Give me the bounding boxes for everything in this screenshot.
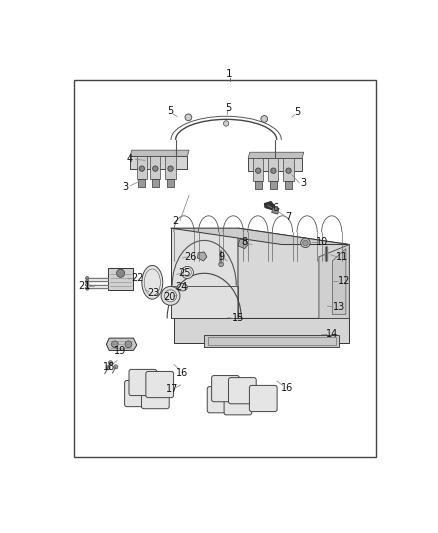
Text: 13: 13 xyxy=(333,302,345,312)
Polygon shape xyxy=(170,228,238,318)
Polygon shape xyxy=(152,179,159,187)
FancyBboxPatch shape xyxy=(141,383,169,409)
Circle shape xyxy=(255,168,261,173)
Bar xyxy=(74,79,376,457)
Text: 2: 2 xyxy=(173,216,179,226)
Text: 5: 5 xyxy=(225,103,231,113)
Circle shape xyxy=(168,166,173,171)
FancyBboxPatch shape xyxy=(229,377,256,404)
Polygon shape xyxy=(264,201,274,209)
Circle shape xyxy=(85,277,89,280)
Circle shape xyxy=(112,341,118,348)
Text: 4: 4 xyxy=(127,154,133,164)
Circle shape xyxy=(286,168,291,173)
Text: 10: 10 xyxy=(316,238,328,247)
Text: 3: 3 xyxy=(122,182,128,192)
Polygon shape xyxy=(253,158,263,181)
Circle shape xyxy=(85,280,89,283)
Circle shape xyxy=(181,266,194,279)
Text: 3: 3 xyxy=(300,178,307,188)
Polygon shape xyxy=(138,179,145,187)
Polygon shape xyxy=(238,240,248,248)
Polygon shape xyxy=(106,338,137,350)
Polygon shape xyxy=(174,318,349,343)
Text: 26: 26 xyxy=(184,252,197,262)
Circle shape xyxy=(125,341,132,348)
Circle shape xyxy=(85,287,89,290)
Polygon shape xyxy=(204,335,339,347)
Text: 18: 18 xyxy=(103,362,115,372)
Text: 17: 17 xyxy=(166,384,178,394)
Polygon shape xyxy=(285,181,292,189)
Text: 24: 24 xyxy=(175,282,187,292)
FancyBboxPatch shape xyxy=(207,386,235,413)
Text: 21: 21 xyxy=(78,281,91,292)
FancyBboxPatch shape xyxy=(249,385,277,411)
Circle shape xyxy=(223,121,229,126)
Text: 12: 12 xyxy=(338,276,350,286)
Ellipse shape xyxy=(142,265,163,299)
Text: 6: 6 xyxy=(272,204,278,213)
Circle shape xyxy=(117,269,125,277)
Polygon shape xyxy=(238,228,349,318)
Text: 14: 14 xyxy=(326,329,339,339)
Polygon shape xyxy=(248,158,302,171)
Polygon shape xyxy=(332,248,346,314)
Circle shape xyxy=(261,116,268,123)
FancyBboxPatch shape xyxy=(146,372,173,398)
Circle shape xyxy=(85,283,89,286)
Polygon shape xyxy=(137,156,147,179)
Ellipse shape xyxy=(177,284,187,291)
Text: 11: 11 xyxy=(336,252,349,262)
Polygon shape xyxy=(248,152,304,158)
Text: 1: 1 xyxy=(226,69,233,79)
Polygon shape xyxy=(255,181,261,189)
Text: 25: 25 xyxy=(178,268,190,278)
Circle shape xyxy=(106,366,110,370)
Circle shape xyxy=(185,114,192,120)
Polygon shape xyxy=(130,156,187,168)
Polygon shape xyxy=(268,158,279,181)
Text: 16: 16 xyxy=(281,383,293,393)
Polygon shape xyxy=(130,150,189,156)
Text: 23: 23 xyxy=(147,288,159,297)
Text: 8: 8 xyxy=(242,238,248,247)
Text: 19: 19 xyxy=(114,346,126,356)
Polygon shape xyxy=(319,245,349,318)
Circle shape xyxy=(139,166,145,171)
Text: 20: 20 xyxy=(164,292,176,302)
Text: 9: 9 xyxy=(218,252,224,262)
Polygon shape xyxy=(167,179,174,187)
FancyBboxPatch shape xyxy=(129,369,157,395)
Polygon shape xyxy=(108,268,133,290)
Circle shape xyxy=(161,286,180,305)
Circle shape xyxy=(301,238,310,248)
FancyBboxPatch shape xyxy=(224,389,252,415)
FancyBboxPatch shape xyxy=(212,376,239,402)
Text: 5: 5 xyxy=(167,106,173,116)
Circle shape xyxy=(109,361,113,365)
Circle shape xyxy=(114,365,118,369)
Text: 5: 5 xyxy=(294,107,300,117)
Polygon shape xyxy=(150,156,160,179)
Polygon shape xyxy=(283,158,293,181)
Circle shape xyxy=(219,262,223,266)
Polygon shape xyxy=(270,181,277,189)
Polygon shape xyxy=(272,207,279,214)
Circle shape xyxy=(303,240,308,246)
Polygon shape xyxy=(198,252,207,261)
FancyBboxPatch shape xyxy=(125,381,152,407)
Circle shape xyxy=(271,168,276,173)
Text: 15: 15 xyxy=(232,313,244,324)
Polygon shape xyxy=(170,228,349,245)
Circle shape xyxy=(152,166,158,171)
Text: 16: 16 xyxy=(176,368,188,377)
Text: 22: 22 xyxy=(131,273,144,283)
Polygon shape xyxy=(166,156,176,179)
Text: 7: 7 xyxy=(286,212,292,222)
